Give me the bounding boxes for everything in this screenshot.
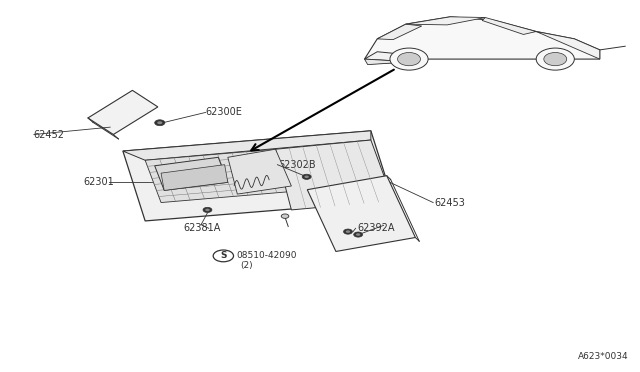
Circle shape (356, 233, 360, 236)
Circle shape (281, 214, 289, 218)
Circle shape (157, 121, 163, 124)
Polygon shape (275, 140, 393, 210)
Polygon shape (161, 165, 228, 190)
Text: (2): (2) (240, 261, 253, 270)
Text: 62300E: 62300E (205, 108, 243, 118)
Text: 62381A: 62381A (183, 223, 221, 233)
Polygon shape (228, 149, 291, 194)
Polygon shape (536, 32, 600, 59)
Circle shape (302, 174, 311, 179)
Polygon shape (406, 17, 485, 25)
Circle shape (536, 48, 574, 70)
Circle shape (544, 52, 566, 66)
Circle shape (205, 209, 210, 211)
Circle shape (213, 250, 234, 262)
Text: S: S (220, 251, 227, 260)
Text: 62452: 62452 (34, 129, 65, 140)
Circle shape (155, 120, 165, 126)
Circle shape (344, 229, 353, 234)
Circle shape (203, 207, 212, 212)
Polygon shape (307, 176, 415, 251)
Text: A623*0034: A623*0034 (578, 352, 628, 361)
Polygon shape (365, 59, 396, 65)
Polygon shape (145, 149, 291, 202)
Text: 08510-42090: 08510-42090 (236, 251, 296, 260)
Polygon shape (155, 157, 228, 190)
Polygon shape (123, 131, 371, 160)
Circle shape (390, 48, 428, 70)
Text: 62392A: 62392A (357, 223, 394, 233)
Text: 62301: 62301 (83, 177, 114, 187)
Polygon shape (88, 90, 158, 135)
Polygon shape (365, 52, 415, 61)
Circle shape (346, 230, 350, 233)
Circle shape (305, 176, 309, 178)
Text: 62453: 62453 (435, 198, 465, 208)
Polygon shape (482, 17, 536, 35)
Polygon shape (123, 131, 393, 221)
Polygon shape (365, 17, 600, 59)
Text: 62302B: 62302B (278, 160, 316, 170)
Circle shape (397, 52, 420, 66)
Circle shape (354, 232, 363, 237)
Polygon shape (377, 24, 422, 39)
